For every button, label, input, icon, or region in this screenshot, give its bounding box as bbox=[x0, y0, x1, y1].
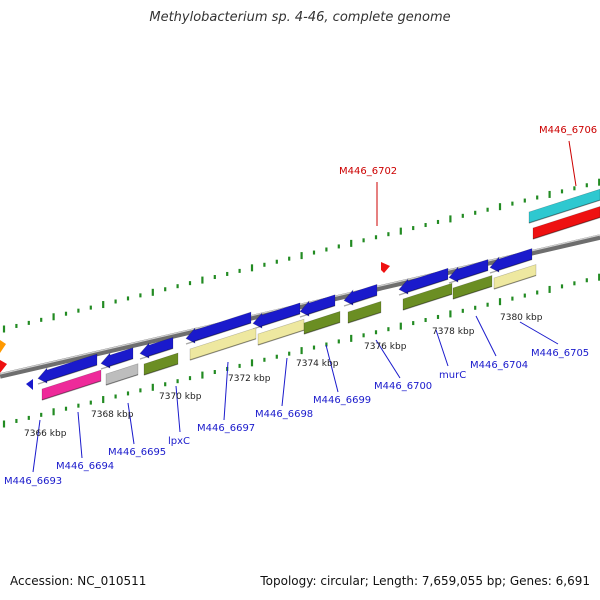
small-red-marker bbox=[381, 262, 390, 273]
scale-label: 7374 kbp bbox=[296, 359, 339, 369]
gene-label: M446_6694 bbox=[56, 461, 114, 472]
gene-feature-shadow bbox=[448, 269, 489, 284]
small-blue-arrow bbox=[26, 379, 33, 390]
gene-feature-cyan bbox=[528, 188, 600, 224]
scale-label: 7366 kbp bbox=[24, 429, 67, 439]
map-title: Methylobacterium sp. 4-46, complete geno… bbox=[149, 10, 451, 25]
gene-feature-shadow bbox=[143, 363, 179, 376]
gene-feature-red bbox=[532, 206, 600, 240]
gene-label: M446_6700 bbox=[374, 381, 432, 392]
gene-label: murC bbox=[439, 370, 466, 381]
gene-feature-olive bbox=[143, 352, 179, 376]
gene-feature-shadow bbox=[528, 199, 600, 224]
gene-feature-blue bbox=[139, 336, 174, 359]
leader-line bbox=[223, 361, 229, 421]
feature-layer bbox=[0, 188, 600, 401]
accession-text: Accession: NC_010511 bbox=[10, 574, 147, 588]
gene-feature-shadow bbox=[37, 364, 98, 385]
gene-label: M446_6706 bbox=[539, 125, 597, 136]
gene-feature-blue bbox=[100, 347, 134, 369]
scale-label: 7368 kbp bbox=[91, 410, 134, 420]
gene-label: lpxC bbox=[168, 436, 190, 447]
gene-label: M446_6693 bbox=[4, 476, 62, 487]
gene-label: M446_6697 bbox=[197, 423, 255, 434]
scale-label: 7378 kbp bbox=[432, 327, 475, 337]
gene-label: M446_6695 bbox=[108, 447, 166, 458]
scale-label: 7370 kbp bbox=[159, 392, 202, 402]
gene-feature-blue bbox=[252, 302, 301, 329]
gene-feature-shadow bbox=[139, 347, 174, 360]
gene-feature-blue bbox=[37, 353, 98, 384]
gene-feature-shadow bbox=[452, 285, 493, 300]
scale-label: 7372 kbp bbox=[228, 374, 271, 384]
leader-line bbox=[127, 402, 135, 445]
gene-feature-shadow bbox=[257, 329, 305, 346]
scale-labels: 7366 kbp 7368 kbp 7370 kbp 7372 kbp 7374 kbp… bbox=[24, 313, 543, 439]
leader-lines bbox=[32, 140, 577, 473]
gene-feature-shadow bbox=[402, 293, 453, 311]
gene-feature-blue bbox=[343, 283, 378, 306]
gene-feature-olive bbox=[347, 300, 382, 324]
gene-label: M446_6699 bbox=[313, 395, 371, 406]
gene-feature-shadow bbox=[489, 258, 533, 274]
gene-feature-shadow bbox=[100, 358, 134, 370]
gene-feature-shadow bbox=[252, 313, 301, 330]
gene-feature-olive bbox=[452, 275, 493, 300]
scale-label: 7376 kbp bbox=[364, 342, 407, 352]
gene-label: M446_6705 bbox=[531, 348, 589, 359]
upper-dot-track bbox=[2, 178, 600, 333]
gene-label: M446_6698 bbox=[255, 409, 313, 420]
edge-red-marker bbox=[0, 360, 7, 373]
gene-feature-shadow bbox=[347, 311, 382, 324]
gene-feature-olive bbox=[402, 282, 453, 311]
gene-feature-shadow bbox=[532, 216, 600, 240]
gene-feature-blue bbox=[398, 267, 449, 295]
leader-line bbox=[32, 419, 41, 473]
gene-feature-khaki bbox=[189, 327, 257, 361]
leader-line bbox=[435, 329, 449, 367]
leader-line bbox=[375, 339, 401, 379]
leader-line bbox=[519, 321, 559, 345]
lower-dot-track bbox=[2, 273, 600, 428]
gene-feature-shadow bbox=[189, 338, 257, 361]
leader-line bbox=[77, 411, 83, 459]
leader-line bbox=[281, 357, 288, 407]
gene-feature-pink bbox=[41, 369, 102, 401]
leader-line bbox=[568, 140, 577, 187]
gene-feature-shadow bbox=[41, 380, 102, 401]
gene-feature-shadow bbox=[493, 274, 537, 290]
gene-feature-shadow bbox=[105, 374, 139, 386]
scale-label: 7380 kbp bbox=[500, 313, 543, 323]
gene-feature-shadow bbox=[299, 305, 336, 318]
gene-feature-shadow bbox=[343, 294, 378, 307]
gene-feature-shadow bbox=[185, 322, 252, 345]
edge-orange-marker bbox=[0, 340, 6, 353]
gene-feature-khaki bbox=[493, 264, 537, 290]
gene-feature-olive bbox=[303, 311, 341, 335]
gene-feature-blue bbox=[489, 248, 533, 273]
leader-line bbox=[475, 315, 497, 357]
gene-feature-blue bbox=[448, 259, 489, 283]
gene-label: M446_6704 bbox=[470, 360, 528, 371]
leader-line bbox=[175, 385, 181, 433]
gene-label: M446_6702 bbox=[339, 166, 397, 177]
gene-feature-gray bbox=[105, 363, 139, 386]
leader-line bbox=[325, 344, 339, 393]
gene-feature-blue bbox=[185, 311, 252, 344]
gene-feature-shadow bbox=[303, 321, 341, 335]
topology-text: Topology: circular; Length: 7,659,055 bp… bbox=[260, 574, 590, 588]
gene-feature-blue bbox=[299, 294, 336, 317]
gene-feature-shadow bbox=[398, 278, 449, 296]
